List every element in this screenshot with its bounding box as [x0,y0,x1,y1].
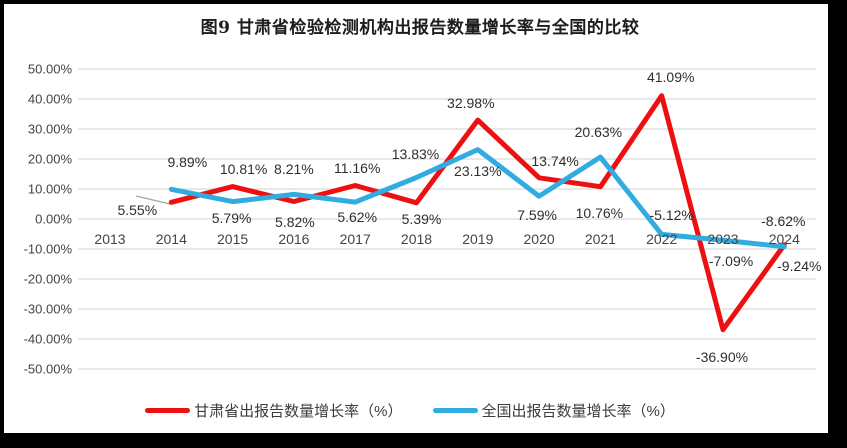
data-label: -5.12% [649,207,694,224]
legend-item-gansu: 甘肃省出报告数量增长率（%） [145,400,403,421]
data-label: 10.81% [219,160,268,177]
data-label: 41.09% [646,68,695,85]
data-label: 5.55% [117,202,158,219]
legend-label-gansu: 甘肃省出报告数量增长率（%） [194,403,403,420]
gansu-red-line-swatch [145,408,191,413]
x-axis-label: 2021 [584,231,616,247]
y-axis-tick-label: 30.00% [27,121,72,137]
data-label: -7.09% [708,253,754,270]
x-axis-label: 2023 [707,231,739,247]
data-label: 13.83% [391,145,440,162]
page-edge-left [0,0,4,448]
y-axis-tick-label: 0.00% [35,211,72,227]
data-label: -8.62% [761,212,806,229]
chart-legend: 甘肃省出报告数量增长率（%） 全国出报告数量增长率（%） [0,400,820,421]
data-label: 5.79% [211,209,252,226]
x-axis-label: 2013 [94,231,126,247]
series-line-national [168,147,787,250]
y-axis-tick-label: -10.00% [23,241,72,257]
y-axis-tick-label: 10.00% [27,181,72,197]
page-edge-bottom [0,433,847,448]
data-label: 13.74% [531,152,579,169]
data-label: 23.13% [454,162,502,179]
x-axis-label: 2017 [339,231,371,247]
chart-title: 图9 甘肃省检验检测机构出报告数量增长率与全国的比较 [200,18,640,38]
legend-label-national: 全国出报告数量增长率（%） [481,403,675,420]
label-leader-line [135,195,171,205]
gridlines [78,68,816,370]
data-label: 8.21% [274,161,314,178]
data-label: 10.76% [575,204,624,221]
x-axis-label: 2015 [217,231,249,247]
page-edge-right [828,0,847,448]
y-axis-tick-label: -20.00% [23,271,72,287]
y-axis-tick-label: -50.00% [23,361,72,377]
data-label: 11.16% [333,159,381,176]
y-axis-tick-label: 20.00% [27,151,72,167]
x-axis-label: 2022 [646,231,678,247]
page-edge-top [0,0,847,4]
y-axis-tick-label: 40.00% [27,91,72,107]
legend-item-national: 全国出报告数量增长率（%） [432,400,675,421]
data-label: 7.59% [517,207,557,224]
x-axis-label: 2018 [400,231,433,247]
x-axis-label: 2019 [462,231,494,247]
data-label: 5.39% [401,210,442,227]
series-lines [168,93,787,333]
y-axis-tick-label: 50.00% [27,61,72,77]
x-axis-label: 2016 [278,231,310,247]
data-label: 5.82% [275,213,315,230]
national-blue-line-swatch [432,408,478,413]
data-label: 32.98% [447,95,495,112]
x-axis-label: 2014 [155,231,187,247]
data-label: -36.90% [695,348,749,365]
y-axis-tick-label: -40.00% [23,331,72,347]
y-axis-tick-label: -30.00% [23,301,72,317]
x-axis-label: 2024 [768,231,800,247]
x-axis-label: 2020 [523,231,555,247]
data-label: 9.89% [167,154,208,171]
data-label: 20.63% [574,124,623,141]
data-label: 5.62% [337,209,378,226]
data-label: -9.24% [777,257,822,274]
